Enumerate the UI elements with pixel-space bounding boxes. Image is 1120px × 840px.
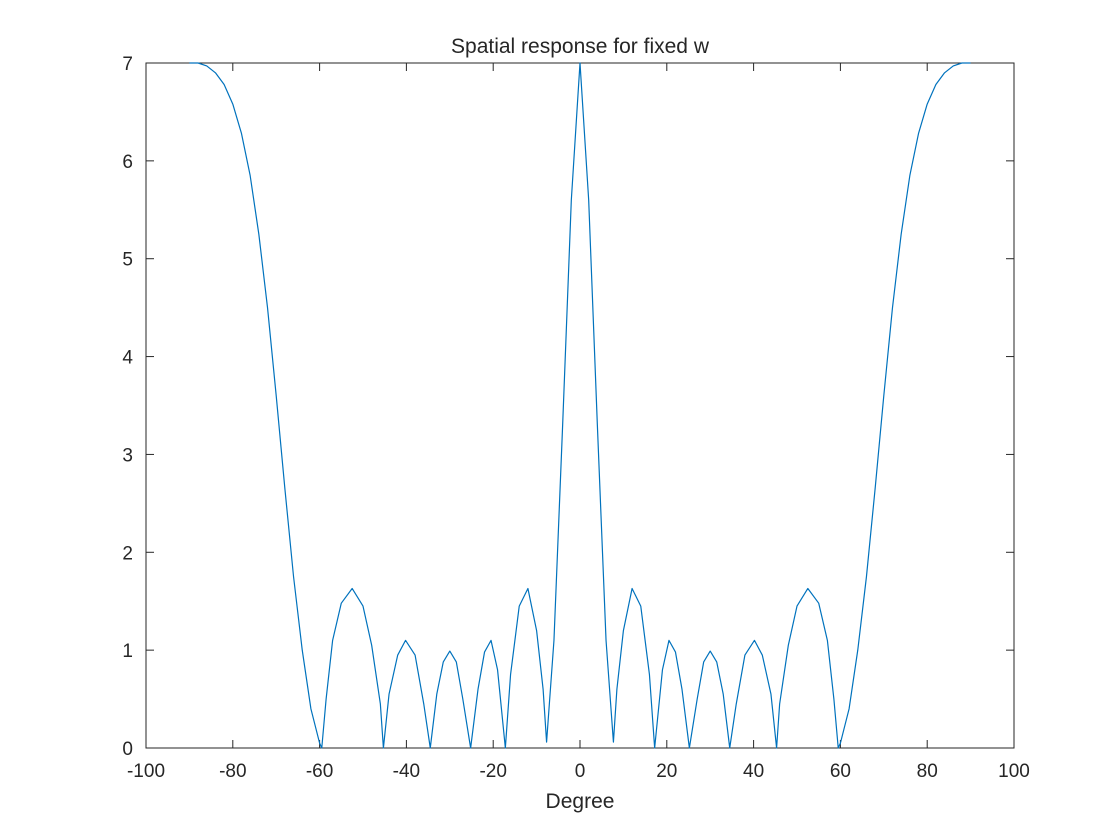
chart-title: Spatial response for fixed w xyxy=(451,35,710,58)
x-tick-label: 40 xyxy=(743,761,764,782)
y-tick-label: 5 xyxy=(122,250,133,271)
x-tick-label: 20 xyxy=(656,761,677,782)
x-tick-label: 60 xyxy=(830,761,851,782)
x-tick-label: -100 xyxy=(127,761,165,782)
y-tick-label: 3 xyxy=(122,445,133,466)
series-line xyxy=(189,62,971,749)
x-tick-label: 80 xyxy=(917,761,938,782)
x-tick-label: -60 xyxy=(306,761,333,782)
x-tick-label: -20 xyxy=(479,761,506,782)
x-tick-label: -40 xyxy=(393,761,420,782)
axes-box xyxy=(145,62,1015,749)
y-tick-label: 2 xyxy=(122,543,133,564)
plot-area: -100 -80 -60 -40 -20 0 20 40 60 80 100 0 1 2 3 4 5 6 7 xyxy=(122,54,1029,782)
y-tick-label: 7 xyxy=(122,54,133,75)
y-tick-label: 0 xyxy=(122,739,133,760)
y-tick-label: 1 xyxy=(122,641,133,662)
y-tick-label: 4 xyxy=(122,348,133,369)
x-axis-title: Degree xyxy=(546,790,615,813)
y-tick-label: 6 xyxy=(122,152,133,173)
x-tick-label: 100 xyxy=(998,761,1030,782)
x-tick-label: -80 xyxy=(219,761,246,782)
x-tick-label: 0 xyxy=(575,761,586,782)
